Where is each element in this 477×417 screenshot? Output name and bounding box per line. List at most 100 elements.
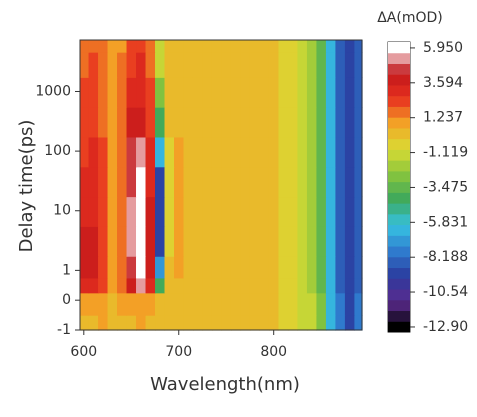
heatmap-cell xyxy=(325,315,337,331)
heatmap-cell xyxy=(155,277,166,294)
colorbar-step xyxy=(388,84,410,97)
heatmap-cell xyxy=(80,77,90,108)
heatmap-cell xyxy=(202,40,213,53)
heatmap-cell xyxy=(259,40,270,53)
heatmap-cell xyxy=(98,107,109,138)
heatmap-cell xyxy=(126,52,137,78)
heatmap-cell xyxy=(221,292,232,316)
heatmap-cell xyxy=(117,77,128,108)
heatmap-cell xyxy=(211,277,223,294)
heatmap-cell xyxy=(117,292,128,316)
y-axis-label: Delay time(ps) xyxy=(16,120,37,253)
heatmap-cell xyxy=(88,226,99,257)
heatmap-cell xyxy=(164,277,175,294)
heatmap-cell xyxy=(192,40,204,53)
heatmap-cell xyxy=(88,256,99,279)
heatmap-cell xyxy=(174,256,185,279)
heatmap-cell xyxy=(174,226,185,257)
x-tick-label: 700 xyxy=(165,344,192,360)
y-tick-label: 0 xyxy=(62,292,71,308)
heatmap-cell xyxy=(202,52,213,78)
heatmap-cell xyxy=(202,77,213,108)
heatmap-cell xyxy=(354,166,363,198)
heatmap-cell xyxy=(325,166,337,198)
heatmap-cell xyxy=(174,166,185,198)
heatmap-cell xyxy=(325,226,337,257)
heatmap-cell xyxy=(145,136,156,168)
heatmap-cell xyxy=(230,166,242,198)
heatmap-cell xyxy=(98,166,109,198)
heatmap-cell xyxy=(117,315,128,331)
heatmap-cell xyxy=(287,166,299,198)
heatmap-cell xyxy=(268,40,280,53)
heatmap-cell xyxy=(230,315,242,331)
heatmap-cell xyxy=(136,277,147,294)
heatmap-cell xyxy=(136,40,147,53)
heatmap-cell xyxy=(136,136,147,168)
heatmap-cell xyxy=(259,315,270,331)
heatmap-cell xyxy=(136,107,147,138)
heatmap-cell xyxy=(98,136,109,168)
heatmap-cell xyxy=(278,166,289,198)
heatmap-cell xyxy=(354,277,363,294)
heatmap-cell xyxy=(174,196,185,227)
heatmap-cell xyxy=(278,52,289,78)
heatmap-cell xyxy=(145,52,156,78)
heatmap-cell xyxy=(88,196,99,227)
heatmap-cell xyxy=(202,315,213,331)
heatmap-cell xyxy=(107,315,118,331)
colorbar-step xyxy=(388,267,410,279)
heatmap-cell xyxy=(297,166,308,198)
heatmap-cell xyxy=(202,256,213,279)
colorbar-step xyxy=(388,246,410,258)
heatmap-cell xyxy=(249,52,261,78)
heatmap-cell xyxy=(183,107,194,138)
heatmap-cell xyxy=(192,77,204,108)
heatmap-cell xyxy=(268,277,280,294)
colorbar-step xyxy=(388,170,410,183)
heatmap-cell xyxy=(126,256,137,279)
heatmap-cell xyxy=(325,277,337,294)
heatmap-cell xyxy=(98,52,109,78)
heatmap-cell xyxy=(297,315,308,331)
heatmap-cell xyxy=(164,52,175,78)
x-tick-label: 800 xyxy=(260,344,287,360)
heatmap-cell xyxy=(306,40,318,53)
heatmap-cell xyxy=(164,196,175,227)
heatmap-cell xyxy=(174,136,185,168)
heatmap-cell xyxy=(316,256,327,279)
heatmap-cell xyxy=(211,292,223,316)
heatmap-cell xyxy=(80,277,90,294)
heatmap-cell xyxy=(335,277,346,294)
heatmap-cell xyxy=(344,107,356,138)
heatmap-cell xyxy=(183,166,194,198)
heatmap-cell xyxy=(136,315,147,331)
heatmap-cell xyxy=(249,292,261,316)
heatmap-cell xyxy=(316,196,327,227)
heatmap-cell xyxy=(240,277,251,294)
heatmap-cell xyxy=(155,292,166,316)
colorbar-step xyxy=(388,289,410,301)
heatmap-cell xyxy=(88,136,99,168)
heatmap-cell xyxy=(278,40,289,53)
heatmap-cell xyxy=(297,40,308,53)
heatmap-cell xyxy=(306,256,318,279)
heatmap-cell xyxy=(230,52,242,78)
heatmap-cell xyxy=(155,166,166,198)
heatmap-cell xyxy=(98,315,109,331)
heatmap-cell xyxy=(183,292,194,316)
y-tick-label: 1 xyxy=(62,262,71,278)
heatmap-cell xyxy=(183,315,194,331)
heatmap-cell xyxy=(117,277,128,294)
heatmap-cell xyxy=(268,315,280,331)
heatmap-cell xyxy=(335,226,346,257)
heatmap-cell xyxy=(344,52,356,78)
heatmap-cell xyxy=(354,256,363,279)
y-tick-label: 1000 xyxy=(35,83,71,99)
heatmap-cell xyxy=(297,77,308,108)
heatmap-cell xyxy=(98,196,109,227)
heatmap-cell xyxy=(230,256,242,279)
heatmap-cell xyxy=(126,40,137,53)
heatmap-cell xyxy=(117,226,128,257)
